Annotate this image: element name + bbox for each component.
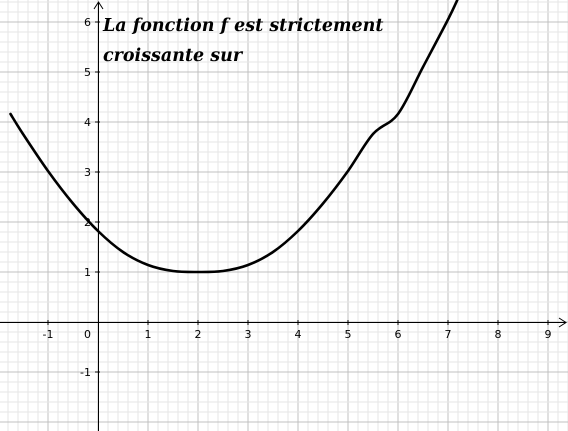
x-axis-arrow [558,317,567,328]
origin-label: 0 [84,328,91,341]
y-tick-label: 3 [84,166,91,179]
caption-text: La fonction f est strictement croissante… [103,11,403,71]
y-tick-label: 4 [84,116,91,129]
x-tick-label: 5 [345,328,352,341]
caption-line-2: croissante sur [103,46,243,66]
function-curve [9,0,459,274]
x-tick-label: 7 [445,328,452,341]
x-tick-label: 1 [145,328,152,341]
caption-line-1: La fonction f est strictement [103,16,384,36]
x-tick-label: 6 [395,328,402,341]
x-tick-label: 4 [295,328,302,341]
y-tick-label: -1 [80,366,91,379]
x-tick-label: 2 [195,328,202,341]
x-tick-label: -1 [43,328,54,341]
x-tick-label: 3 [245,328,252,341]
tick-labels: -1 1 2 3 4 5 6 7 8 9 -1 1 2 3 4 5 6 0 [43,16,552,379]
x-tick-label: 8 [495,328,502,341]
y-tick-label: 1 [84,266,91,279]
y-tick-label: 5 [84,66,91,79]
x-tick-label: 9 [545,328,552,341]
y-tick-label: 2 [84,216,91,229]
y-tick-label: 6 [84,16,91,29]
y-axis-arrow [93,1,104,10]
